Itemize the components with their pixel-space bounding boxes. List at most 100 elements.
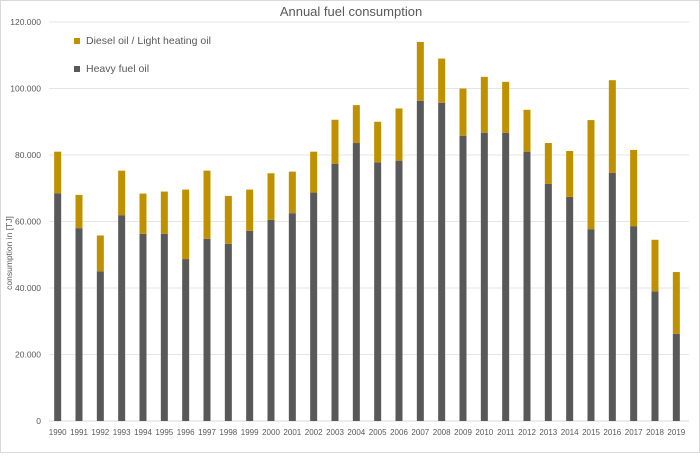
x-tick-label: 2017 [625, 428, 643, 437]
legend-swatch-diesel-oil [74, 38, 80, 44]
bar-diesel-oil-1996 [182, 189, 190, 260]
legend-swatch-heavy-fuel-oil [74, 66, 80, 72]
x-tick-label: 2015 [582, 428, 600, 437]
bar-diesel-oil-2008 [438, 58, 446, 103]
x-axis-ticks: 1990 1991 1992 1993 1994 1995 1996 1997 1998 1999… [49, 428, 686, 437]
x-tick-label: 2003 [326, 428, 344, 437]
x-tick-label: 2007 [411, 428, 429, 437]
bar-heavy-fuel-oil-2001 [288, 213, 296, 421]
y-tick-label: 120.000 [10, 17, 41, 27]
bar-diesel-oil-1995 [160, 191, 168, 234]
bar-heavy-fuel-oil-2012 [523, 151, 531, 422]
bar-heavy-fuel-oil-1994 [139, 233, 147, 421]
x-tick-label: 2010 [475, 428, 493, 437]
bar-heavy-fuel-oil-2017 [630, 226, 638, 421]
bar-heavy-fuel-oil-2009 [459, 135, 467, 421]
bar-heavy-fuel-oil-2014 [566, 196, 574, 421]
legend-label: Diesel oil / Light heating oil [86, 35, 211, 47]
x-tick-label: 2008 [433, 428, 451, 437]
bar-diesel-oil-1991 [75, 194, 83, 229]
bar-diesel-oil-2009 [459, 88, 467, 136]
x-tick-label: 2013 [539, 428, 557, 437]
bar-diesel-oil-2013 [544, 143, 552, 184]
bar-diesel-oil-2014 [566, 151, 574, 197]
x-tick-label: 1992 [91, 428, 109, 437]
x-tick-label: 1996 [177, 428, 195, 437]
bars [54, 41, 680, 422]
bar-heavy-fuel-oil-2000 [267, 219, 275, 421]
bar-heavy-fuel-oil-1998 [224, 243, 232, 421]
bar-diesel-oil-2019 [672, 272, 680, 334]
x-tick-label: 2004 [347, 428, 365, 437]
bar-diesel-oil-1993 [118, 170, 126, 216]
x-tick-label: 1990 [49, 428, 67, 437]
bar-diesel-oil-1997 [203, 170, 211, 239]
bar-diesel-oil-1999 [246, 189, 254, 231]
x-tick-label: 1994 [134, 428, 152, 437]
bar-heavy-fuel-oil-2010 [480, 132, 488, 421]
bar-diesel-oil-2003 [331, 119, 339, 164]
y-axis-ticks: 0 20.000 40.000 60.000 80.000 100.000 120.000 [10, 17, 41, 426]
x-tick-label: 2001 [283, 428, 301, 437]
bar-heavy-fuel-oil-2013 [544, 183, 552, 421]
x-tick-label: 2002 [305, 428, 323, 437]
bar-heavy-fuel-oil-2005 [374, 162, 382, 421]
bar-diesel-oil-2010 [480, 76, 488, 133]
bar-diesel-oil-2001 [288, 171, 296, 214]
bar-diesel-oil-2005 [374, 121, 382, 163]
chart-title: Annual fuel consumption [280, 4, 422, 19]
x-tick-label: 2019 [667, 428, 685, 437]
bar-heavy-fuel-oil-2002 [310, 192, 318, 421]
x-tick-label: 2016 [603, 428, 621, 437]
bar-diesel-oil-2002 [310, 151, 318, 193]
bar-heavy-fuel-oil-2019 [672, 333, 680, 421]
bar-diesel-oil-2007 [416, 41, 424, 101]
y-tick-label: 0 [36, 416, 41, 426]
bar-heavy-fuel-oil-2004 [352, 143, 360, 421]
x-tick-label: 1997 [198, 428, 216, 437]
bar-heavy-fuel-oil-2016 [608, 172, 616, 421]
x-tick-label: 1998 [219, 428, 237, 437]
bar-heavy-fuel-oil-2006 [395, 160, 403, 421]
bar-diesel-oil-1990 [54, 151, 62, 194]
x-tick-label: 2012 [518, 428, 536, 437]
x-tick-label: 2014 [561, 428, 579, 437]
bar-heavy-fuel-oil-2008 [438, 102, 446, 422]
bar-diesel-oil-1992 [96, 235, 104, 272]
bar-diesel-oil-1994 [139, 193, 147, 234]
bar-heavy-fuel-oil-2007 [416, 100, 424, 422]
bar-diesel-oil-2006 [395, 108, 403, 161]
bar-heavy-fuel-oil-2011 [502, 132, 510, 421]
bar-heavy-fuel-oil-2003 [331, 163, 339, 422]
bar-heavy-fuel-oil-1991 [75, 228, 83, 421]
bar-diesel-oil-2015 [587, 120, 595, 230]
x-tick-label: 1993 [113, 428, 131, 437]
bar-diesel-oil-2004 [352, 105, 360, 144]
bar-diesel-oil-2018 [651, 239, 659, 292]
bar-diesel-oil-2012 [523, 109, 531, 152]
bar-heavy-fuel-oil-1996 [182, 259, 190, 421]
bar-heavy-fuel-oil-1993 [118, 215, 126, 421]
y-tick-label: 100.000 [10, 84, 41, 94]
bar-heavy-fuel-oil-1997 [203, 238, 211, 421]
bar-diesel-oil-2017 [630, 150, 638, 227]
bar-heavy-fuel-oil-1992 [96, 271, 104, 421]
x-tick-label: 2000 [262, 428, 280, 437]
x-tick-label: 1995 [155, 428, 173, 437]
y-tick-label: 60.000 [15, 217, 41, 227]
bar-heavy-fuel-oil-2018 [651, 291, 659, 421]
x-tick-label: 2005 [369, 428, 387, 437]
bar-heavy-fuel-oil-1990 [54, 193, 62, 421]
y-tick-label: 40.000 [15, 283, 41, 293]
bar-diesel-oil-2000 [267, 173, 275, 220]
x-tick-label: 2011 [497, 428, 515, 437]
x-tick-label: 2006 [390, 428, 408, 437]
bar-heavy-fuel-oil-1999 [246, 230, 254, 421]
x-tick-label: 2018 [646, 428, 664, 437]
y-tick-label: 20.000 [15, 350, 41, 360]
bar-heavy-fuel-oil-1995 [160, 233, 168, 421]
bar-diesel-oil-2011 [502, 81, 510, 133]
bar-heavy-fuel-oil-2015 [587, 229, 595, 421]
